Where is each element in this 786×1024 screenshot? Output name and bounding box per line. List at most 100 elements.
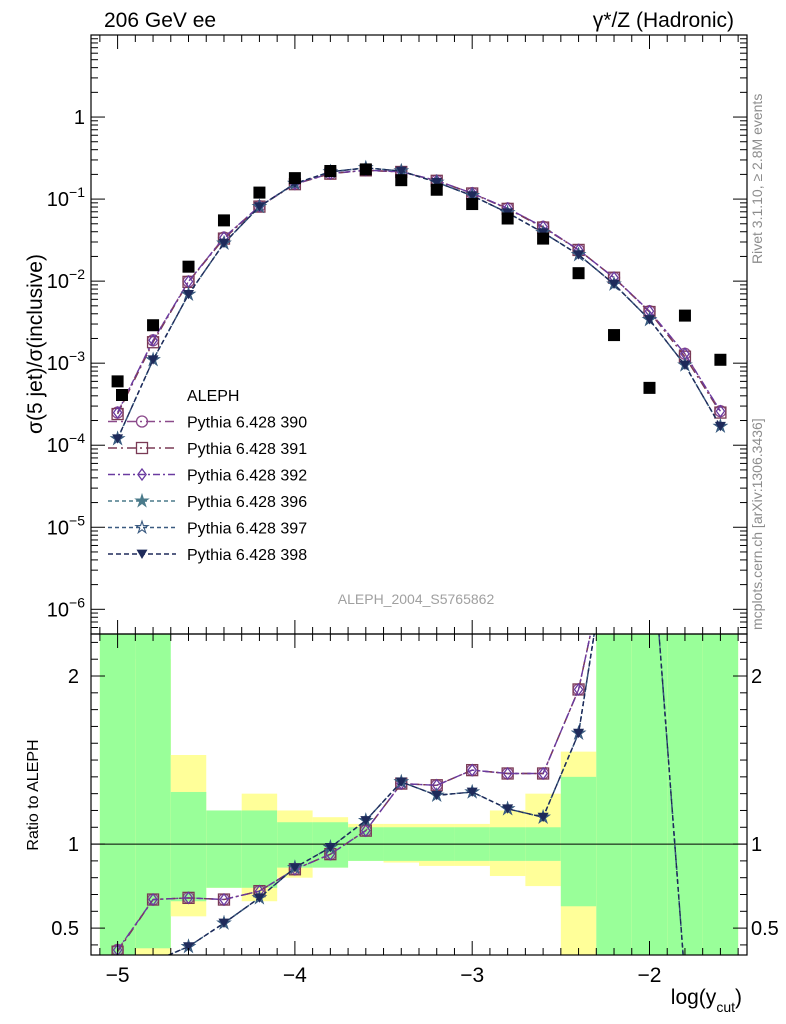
data-point-aleph (430, 183, 443, 196)
ratio-point-p398 (360, 816, 372, 826)
point-p398 (218, 238, 230, 249)
x-tick-label: −2 (638, 964, 662, 987)
series-line-p398 (116, 167, 722, 439)
rivet-label: Rivet 3.1.10, ≥ 2.8M events (749, 94, 765, 264)
data-point-aleph (678, 309, 691, 322)
ratio-point-p392 (183, 891, 194, 905)
ratio-point-p398 (218, 918, 230, 929)
legend-label-aleph: ALEPH (187, 388, 239, 405)
legend-marker-p397 (134, 519, 150, 535)
point-p398 (431, 177, 443, 188)
data-point-aleph (501, 212, 514, 225)
x-tick-label: −5 (106, 964, 130, 987)
main-frame (90, 34, 748, 635)
point-p398 (395, 166, 407, 176)
legend-marker-aleph (116, 389, 128, 401)
mcplots-label: mcplots.cern.ch [arXiv:1306.3436] (749, 418, 765, 630)
ratio-tick-label-right: 0.5 (751, 918, 779, 940)
data-point-aleph (572, 267, 585, 280)
point-p398 (714, 421, 726, 432)
ratio-point-p392 (112, 943, 123, 955)
data-point-aleph (643, 381, 656, 394)
point-p392 (112, 405, 123, 420)
data-point-aleph (537, 232, 550, 245)
legend-marker-p398 (136, 549, 148, 559)
y-tick-label: 10−3 (47, 348, 85, 375)
y-tick-exp: −4 (69, 430, 85, 446)
x-axis-title: log(ycut) (671, 986, 742, 1015)
legend-marker-p396 (134, 492, 150, 508)
ratio-point-p398 (502, 804, 514, 814)
legend: ALEPH Pythia 6.428 390 Pythia 6.428 391 Pyt… (108, 388, 307, 564)
ratio-point-p392 (538, 766, 549, 781)
x-tick-label: −4 (283, 964, 307, 987)
point-p398 (183, 289, 195, 300)
point-p392 (148, 333, 158, 347)
ratio-tick-label-left: 0.5 (51, 918, 79, 940)
y-tick-exp: −3 (69, 348, 85, 364)
ratio-point-p392 (573, 682, 584, 697)
point-p398 (147, 355, 159, 365)
ratio-point-p398 (183, 942, 195, 952)
ratio-point-p392 (502, 766, 513, 781)
point-p398 (679, 360, 691, 370)
series-line-p390 (116, 169, 721, 413)
y-axis-title: σ(5 jet)/σ(inclusive) (24, 254, 47, 434)
data-point-aleph (395, 174, 408, 187)
header-process-label: γ*/Z (Hadronic) (593, 9, 734, 32)
y-tick-base: 10 (47, 271, 69, 293)
point-p391 (714, 406, 727, 419)
legend-label-p390: Pythia 6.428 390 (187, 415, 307, 432)
point-p391 (111, 407, 124, 421)
data-point-aleph (608, 329, 621, 342)
data-point-aleph (466, 198, 479, 211)
ratio-point-p398 (537, 812, 549, 823)
ratio-point-p398 (253, 893, 265, 903)
y-tick-label: 10−6 (47, 594, 85, 621)
ratio-point-p398 (324, 843, 336, 853)
y-tick-label: 10−1 (47, 184, 85, 211)
band-green (135, 634, 171, 949)
data-point-aleph (288, 172, 301, 185)
data-point-aleph (217, 214, 230, 227)
y-tick-label: 10−5 (47, 512, 85, 539)
legend-label-p398: Pythia 6.428 398 (187, 547, 307, 564)
y-tick-exp: −6 (69, 594, 85, 610)
band-green (667, 634, 703, 955)
ratio-tick-label-right: 1 (751, 834, 762, 856)
legend-marker-p391 (135, 441, 149, 455)
ratio-point-p392 (148, 892, 158, 907)
legend-label-p396: Pythia 6.428 396 (187, 494, 307, 511)
band-green (206, 810, 242, 888)
y-tick-exp: −1 (69, 184, 85, 200)
legend-label-p392: Pythia 6.428 392 (187, 468, 307, 485)
data-point-aleph (147, 319, 160, 332)
band-green (702, 634, 739, 955)
y-tick-label: 1 (74, 107, 85, 129)
y-tick-base: 10 (47, 353, 69, 375)
point-p392 (715, 404, 726, 418)
ratio-point-p392 (219, 892, 229, 907)
ratio-y-axis-title: Ratio to ALEPH (25, 739, 42, 850)
data-point-aleph (111, 375, 124, 388)
series-line-p392 (116, 169, 721, 413)
legend-marker-p390 (135, 415, 149, 428)
y-tick-exp: −5 (69, 512, 85, 528)
y-tick-base: 10 (47, 599, 69, 621)
point-p398 (643, 315, 655, 325)
y-tick-base: 10 (47, 189, 69, 211)
data-point-aleph (324, 164, 337, 177)
y-tick-base: 10 (47, 435, 69, 457)
legend-label-p397: Pythia 6.428 397 (187, 521, 307, 538)
band-green (631, 634, 668, 955)
ratio-point-p392 (360, 824, 371, 838)
point-p398 (608, 279, 620, 290)
y-tick-base: 10 (47, 517, 69, 539)
point-p391 (146, 336, 160, 349)
ratio-point-p398 (573, 728, 585, 739)
main-panel-series (109, 159, 729, 446)
data-point-aleph (359, 163, 372, 176)
point-p398 (466, 191, 478, 201)
